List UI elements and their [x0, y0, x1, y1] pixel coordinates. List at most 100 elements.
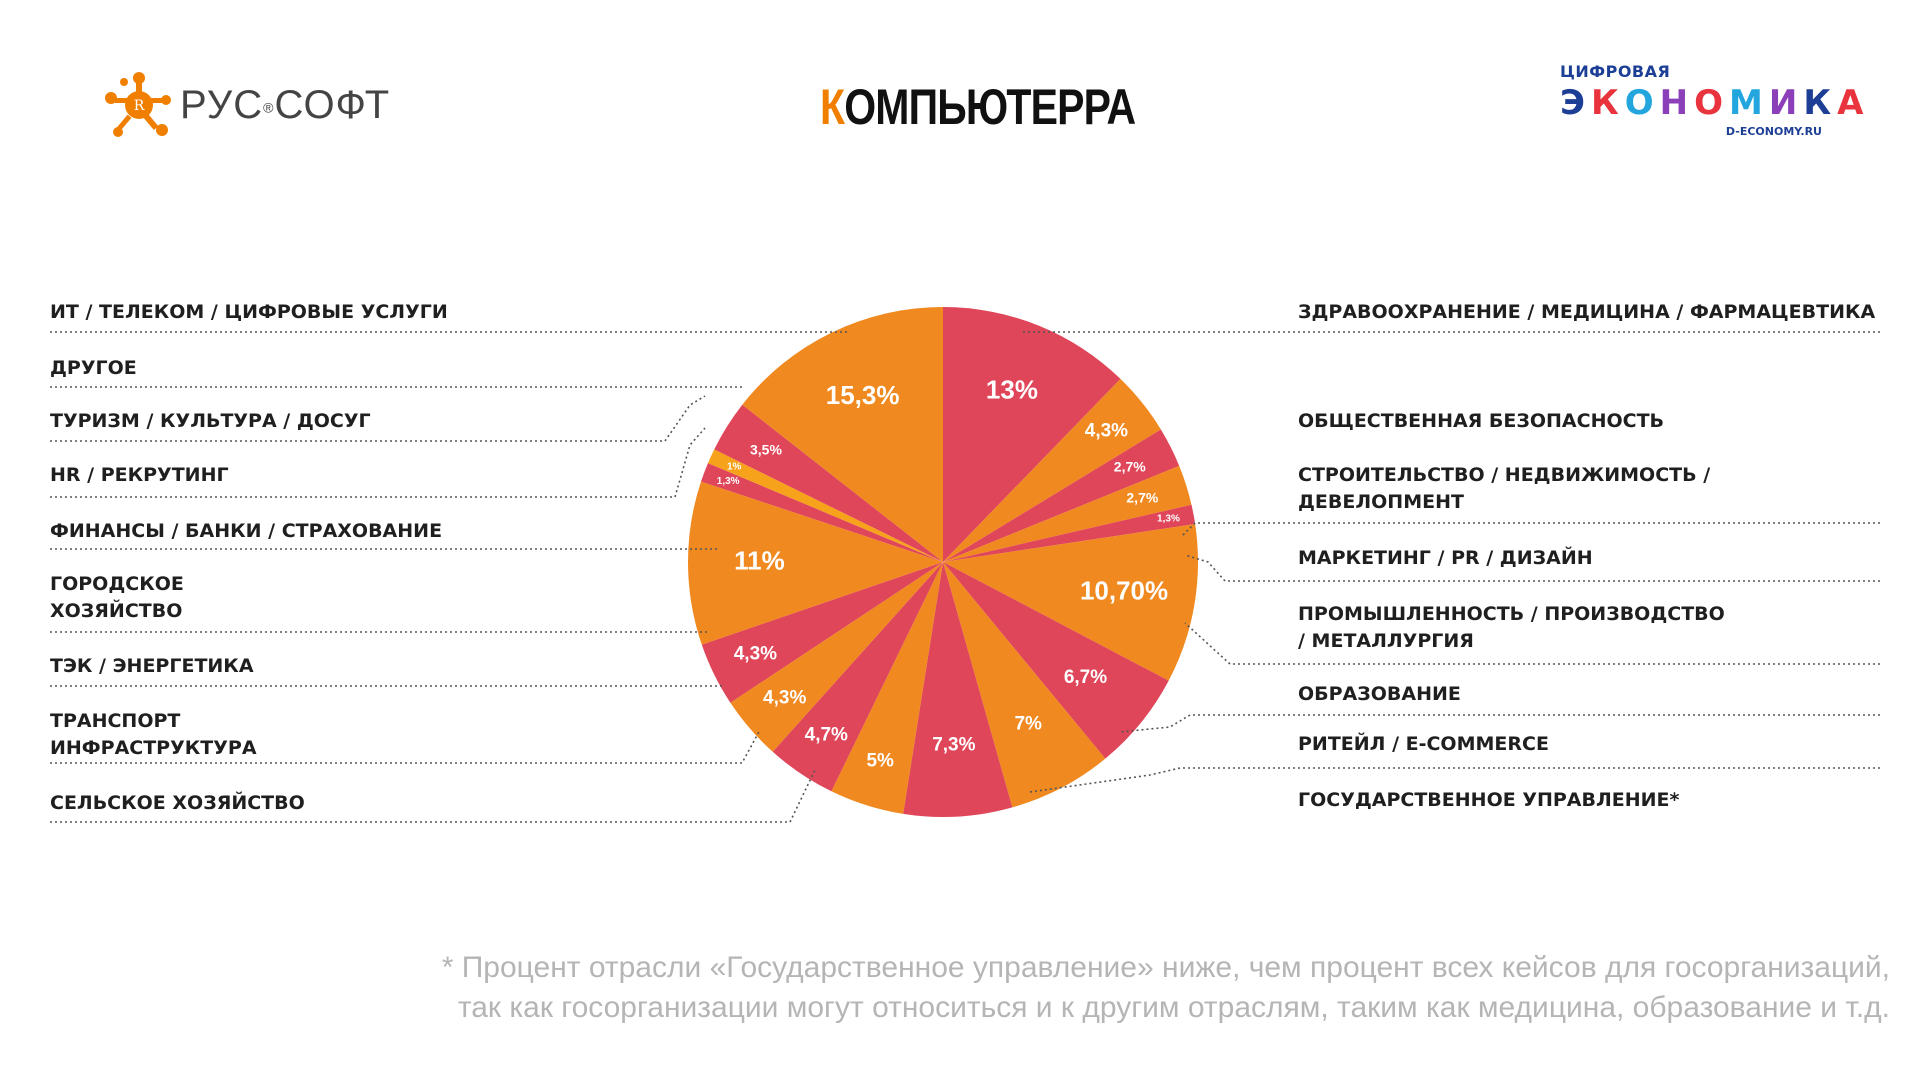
pie-slices [688, 307, 1199, 818]
digital-economy-logo-letter: Э [1560, 83, 1591, 123]
slice-value-label: 1,3% [717, 476, 740, 487]
category-label-line: СЕЛЬСКОЕ ХОЗЯЙСТВО [50, 791, 305, 814]
rus-soft-splash-icon: R [105, 72, 171, 137]
slice-value-label: 2,7% [1114, 459, 1146, 475]
digital-economy-logo-letter: М [1729, 83, 1769, 123]
slice-value-label: 1,3% [1157, 514, 1180, 525]
leader-line [1181, 522, 1880, 537]
slice-value-label: 11% [734, 546, 785, 576]
category-label-line: ОБЩЕСТВЕННАЯ БЕЗОПАСНОСТЬ [1298, 410, 1664, 432]
left-category-labels: ИТ / ТЕЛЕКОМ / ЦИФРОВЫЕ УСЛУГИ ДРУГОЕ ТУРИ… [50, 301, 448, 814]
category-label-line: ПРОМЫШЛЕННОСТЬ / ПРОИЗВОДСТВО [1298, 603, 1725, 625]
category-label-line: ТУРИЗМ / КУЛЬТУРА / ДОСУГ [50, 410, 371, 432]
category-label: ДРУГОЕ [50, 357, 137, 379]
digital-economy-logo-letter: О [1694, 83, 1730, 123]
category-label: ИТ / ТЕЛЕКОМ / ЦИФРОВЫЕ УСЛУГИ [50, 301, 448, 323]
leader-line [50, 395, 706, 442]
pie-slice [707, 449, 943, 562]
leader-line [50, 427, 706, 498]
pie-slice [943, 524, 1199, 681]
category-label-line: ЗДРАВООХРАНЕНИЕ / МЕДИЦИНА / ФАРМАЦЕВТИК… [1298, 301, 1876, 323]
category-label-line: ФИНАНСЫ / БАНКИ / СТРАХОВАНИЕ [50, 520, 442, 542]
pie-slice [714, 404, 943, 562]
pie-slice [943, 562, 1106, 808]
pie-slice [943, 307, 1121, 562]
slice-value-label: 5% [866, 750, 894, 771]
category-label-line: ИНФРАСТРУКТУРА [50, 737, 257, 759]
category-label: ПРОМЫШЛЕННОСТЬ / ПРОИЗВОДСТВО / МЕТАЛЛУРГ… [1298, 603, 1725, 652]
pie-slice [688, 481, 943, 645]
pie-slice [943, 562, 1169, 759]
category-label-line: МАРКЕТИНГ / PR / ДИЗАЙН [1298, 546, 1593, 569]
digital-economy-logo-letter: К [1590, 83, 1625, 123]
category-label: ОБРАЗОВАНИЕ [1298, 683, 1461, 705]
slice-value-label: 3,5% [750, 441, 782, 457]
pie-slice [903, 562, 1013, 818]
category-label-line: ОБРАЗОВАНИЕ [1298, 683, 1461, 705]
slice-value-label: 4,3% [763, 688, 806, 709]
slice-value-label: 1% [727, 461, 742, 472]
category-label-line: ИТ / ТЕЛЕКОМ / ЦИФРОВЫЕ УСЛУГИ [50, 301, 448, 323]
category-label: ТЭК / ЭНЕРГЕТИКА [50, 655, 254, 677]
pie-slice [943, 465, 1192, 562]
category-label: СЕЛЬСКОЕ ХОЗЯЙСТВО [50, 791, 305, 814]
leader-line [1029, 767, 1880, 793]
category-label: ГОРОДСКОЕ ХОЗЯЙСТВО [50, 573, 184, 622]
pie-slice [831, 562, 943, 814]
category-label-line: ДРУГОЕ [50, 357, 137, 379]
slice-value-label: 10,70% [1080, 575, 1168, 605]
category-label-line: ХОЗЯЙСТВО [50, 599, 182, 622]
digital-economy-logo-letter: Н [1659, 83, 1695, 123]
category-label: ФИНАНСЫ / БАНКИ / СТРАХОВАНИЕ [50, 520, 442, 542]
pie-slice [943, 504, 1196, 562]
digital-economy-logo: ЦИФРОВАЯ ЭКОНОМИКА D-ECONOMY.RU [1560, 62, 1863, 138]
category-label-line: СТРОИТЕЛЬСТВО / НЕДВИЖИМОСТЬ / [1298, 464, 1710, 486]
leader-line [50, 729, 761, 764]
pie-slice [943, 429, 1180, 562]
slice-value-label: 4,7% [805, 725, 848, 746]
footnote-line-2: так как госорганизации могут относиться … [457, 991, 1890, 1024]
leader-line [1119, 714, 1880, 733]
pie-slice [943, 378, 1161, 562]
digital-economy-logo-letter: И [1768, 83, 1804, 123]
computerra-logo: КОМПЬЮТЕРРА [820, 78, 1136, 136]
computerra-logo-first-letter: К [820, 79, 845, 135]
digital-economy-logo-letter: О [1624, 83, 1660, 123]
slice-value-label: 7% [1014, 714, 1042, 735]
digital-economy-logo-url: D-ECONOMY.RU [1725, 125, 1822, 138]
digital-economy-logo-main: ЭКОНОМИКА [1560, 83, 1863, 123]
slice-value-label: 15,3% [826, 380, 900, 410]
footnote: * Процент отрасли «Государственное управ… [230, 948, 1890, 1028]
category-label: ТРАНСПОРТ ИНФРАСТРУКТУРА [50, 710, 257, 759]
svg-text:R: R [134, 98, 145, 114]
computerra-logo-rest: ОМПЬЮТЕРРА [844, 79, 1136, 135]
category-label-line: ТРАНСПОРТ [50, 710, 180, 732]
category-label: ТУРИЗМ / КУЛЬТУРА / ДОСУГ [50, 410, 371, 432]
category-label-line: РИТЕЙЛ / E-COMMERCE [1298, 732, 1549, 755]
leader-line [1184, 622, 1880, 665]
slice-value-label: 7,3% [932, 734, 975, 755]
leader-line [50, 769, 816, 823]
category-label-line: / МЕТАЛЛУРГИЯ [1298, 630, 1474, 652]
pie-slice [701, 562, 943, 703]
pie-slice [742, 307, 943, 562]
category-label: ЗДРАВООХРАНЕНИЕ / МЕДИЦИНА / ФАРМАЦЕВТИК… [1298, 301, 1876, 323]
digital-economy-logo-top: ЦИФРОВАЯ [1560, 62, 1671, 81]
pie-slice [701, 463, 943, 562]
rus-soft-logo: R РУС®СОФТ [104, 70, 390, 140]
slice-value-label: 4,3% [734, 643, 777, 664]
right-category-labels: ЗДРАВООХРАНЕНИЕ / МЕДИЦИНА / ФАРМАЦЕВТИК… [1298, 301, 1876, 811]
category-label: СТРОИТЕЛЬСТВО / НЕДВИЖИМОСТЬ / ДЕВЕЛОПМЕН… [1298, 464, 1710, 513]
category-label: РИТЕЙЛ / E-COMMERCE [1298, 732, 1549, 755]
slice-value-label: 6,7% [1064, 667, 1107, 688]
pie-slice [772, 562, 943, 792]
pie-percent-labels: 13% 4,3% 2,7% 2,7% 1,3% 10,70% 6,7% 7% 7,3% 5% 4,7… [717, 375, 1180, 772]
category-label-line: ГОСУДАРСТВЕННОЕ УПРАВЛЕНИЕ* [1298, 789, 1680, 811]
category-label-line: HR / РЕКРУТИНГ [50, 464, 229, 486]
footnote-line-1: * Процент отрасли «Государственное управ… [441, 951, 1890, 984]
leader-lines [50, 331, 1880, 823]
category-label-line: ТЭК / ЭНЕРГЕТИКА [50, 655, 254, 677]
rus-soft-wordmark: РУС®СОФТ [180, 82, 391, 127]
slice-value-label: 4,3% [1085, 421, 1128, 442]
